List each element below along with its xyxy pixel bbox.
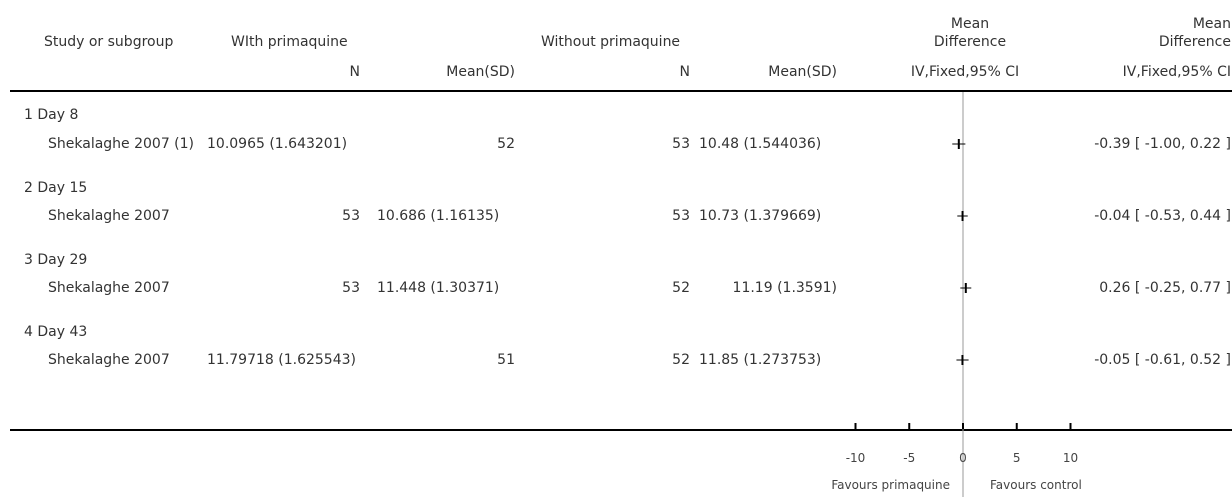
- with-n: 53: [342, 208, 360, 224]
- md-plot-header-bottom: Difference: [933, 34, 1007, 50]
- subgroup-label: 1 Day 8: [24, 107, 79, 123]
- with-mean-header: Mean(SD): [446, 64, 515, 80]
- subgroup-label: 2 Day 15: [24, 180, 88, 196]
- favours-right-label: Favours control: [990, 478, 1082, 492]
- md-ci-text: 0.26 [ -0.25, 0.77 ]: [1099, 280, 1231, 296]
- study-name: Shekalaghe 2007 (1): [48, 136, 195, 152]
- header-rule: [10, 90, 1232, 92]
- with-primaquine-header: WIth primaquine: [231, 34, 348, 50]
- md-ci-text: -0.05 [ -0.61, 0.52 ]: [1094, 352, 1231, 368]
- with-n: 52: [497, 136, 515, 152]
- study-name: Shekalaghe 2007: [48, 352, 170, 368]
- md-text-header-top: Mean: [1192, 16, 1231, 32]
- axis-tick-label: -5: [903, 451, 915, 465]
- point-estimate: [961, 355, 964, 365]
- without-mean-sd: 10.73 (1.379669): [699, 208, 822, 224]
- without-n: 52: [672, 280, 690, 296]
- without-mean-sd: 10.48 (1.544036): [699, 136, 822, 152]
- with-mean-sd: 10.686 (1.16135): [377, 208, 500, 224]
- study-name: Shekalaghe 2007: [48, 280, 170, 296]
- axis-tick-label: 0: [959, 451, 967, 465]
- md-text-header-bottom: Difference: [1158, 34, 1231, 50]
- subgroup-label: 3 Day 29: [24, 252, 88, 268]
- without-n: 52: [672, 352, 690, 368]
- without-n: 53: [672, 136, 690, 152]
- without-n: 53: [672, 208, 690, 224]
- with-mean-sd: 10.0965 (1.643201): [207, 136, 348, 152]
- point-estimate: [964, 283, 967, 293]
- point-estimate: [961, 211, 964, 221]
- point-estimate: [957, 139, 960, 149]
- axis-tick-label: -10: [846, 451, 866, 465]
- without-mean-sd: 11.19 (1.3591): [732, 280, 837, 296]
- favours-left-label: Favours primaquine: [831, 478, 950, 492]
- axis-tick-label: 10: [1063, 451, 1078, 465]
- md-ci-text: -0.04 [ -0.53, 0.44 ]: [1094, 208, 1231, 224]
- md-plot-method-header: IV,Fixed,95% CI: [910, 64, 1020, 80]
- with-n: 53: [342, 280, 360, 296]
- without-mean-sd: 11.85 (1.273753): [699, 352, 822, 368]
- without-mean-header: Mean(SD): [768, 64, 837, 80]
- study-name: Shekalaghe 2007: [48, 208, 170, 224]
- md-text-method-header: IV,Fixed,95% CI: [1122, 64, 1231, 80]
- without-n-header: N: [679, 64, 690, 80]
- study-column-header: Study or subgroup: [44, 34, 174, 50]
- with-n-header: N: [349, 64, 360, 80]
- md-plot-header-top: Mean: [950, 16, 990, 32]
- subgroup-label: 4 Day 43: [24, 324, 88, 340]
- with-mean-sd: 11.79718 (1.625543): [207, 352, 356, 368]
- with-mean-sd: 11.448 (1.30371): [377, 280, 500, 296]
- without-primaquine-header: Without primaquine: [541, 34, 681, 50]
- axis-tick-label: 5: [1013, 451, 1021, 465]
- with-n: 51: [497, 352, 515, 368]
- footer-rule: [10, 429, 1232, 431]
- md-ci-text: -0.39 [ -1.00, 0.22 ]: [1094, 136, 1231, 152]
